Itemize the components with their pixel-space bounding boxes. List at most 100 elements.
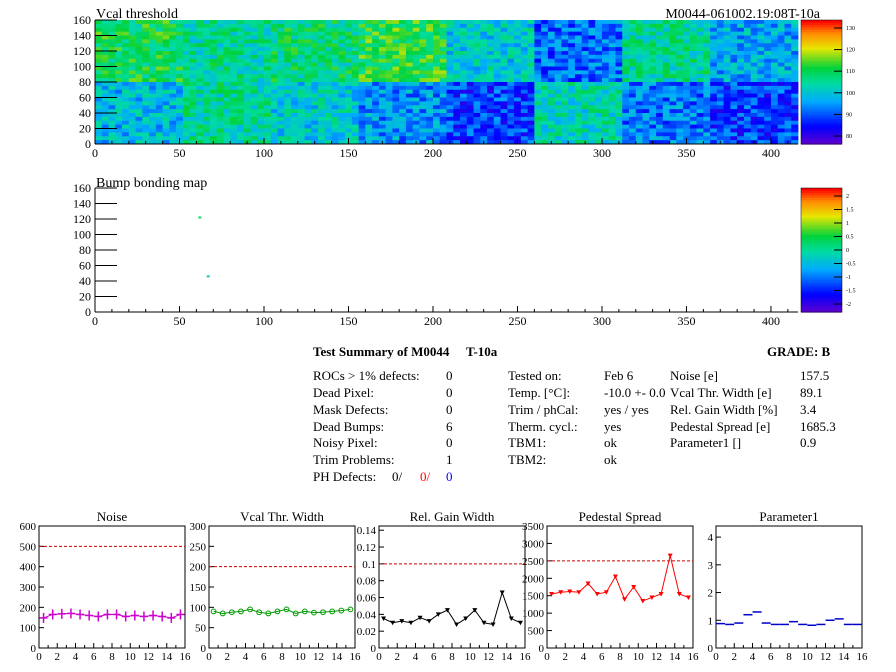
heat-cell — [574, 39, 583, 44]
heat-cell — [439, 43, 447, 48]
heat-cell — [122, 113, 130, 118]
heat-cell — [487, 62, 495, 67]
heat-cell — [128, 74, 136, 79]
heat-cell — [629, 70, 637, 75]
heat-cell — [507, 116, 515, 122]
heat-cell — [419, 54, 427, 60]
heat-cell — [683, 20, 691, 25]
heat-cell — [507, 120, 515, 126]
heat-cell — [696, 39, 704, 44]
metric-label: Parameter1 [] — [670, 435, 742, 450]
heat-cell — [304, 66, 312, 71]
heat-cell — [453, 140, 461, 145]
heat-cell — [656, 140, 664, 145]
heat-cell — [196, 20, 204, 25]
heat-cell — [108, 66, 116, 71]
heat-cell — [473, 89, 481, 95]
heat-cell — [155, 85, 163, 91]
heat-cell — [216, 97, 224, 102]
heat-cell — [250, 97, 258, 102]
heat-cell — [101, 58, 109, 64]
heat-cell — [723, 109, 731, 114]
heat-cell — [554, 97, 562, 102]
heat-cell — [182, 132, 191, 137]
heat-cell — [784, 132, 792, 137]
heat-cell — [182, 140, 191, 145]
heat-cell — [135, 136, 143, 141]
heat-cell — [784, 101, 792, 106]
heat-cell — [115, 109, 123, 114]
heat-cell — [270, 82, 278, 87]
heat-cell — [122, 66, 130, 71]
heat-cell — [284, 82, 292, 87]
heat-cell — [520, 97, 529, 102]
heat-cell — [149, 35, 157, 40]
heat-cell — [426, 120, 434, 126]
heat-cell — [216, 35, 224, 40]
heat-cell — [730, 120, 738, 126]
x-tick-label: 14 — [669, 651, 681, 663]
heat-cell — [101, 43, 109, 48]
x-tick-label: 12 — [143, 651, 154, 663]
heat-cell — [277, 31, 285, 36]
heat-cell — [656, 124, 664, 129]
heat-cell — [710, 43, 718, 48]
heat-cell — [460, 27, 468, 33]
heat-cell — [757, 62, 765, 67]
heat-cell — [392, 70, 400, 75]
heat-cell — [95, 39, 103, 44]
heat-cell — [689, 140, 698, 145]
heat-cell — [784, 31, 792, 36]
heat-cell — [676, 78, 684, 83]
heat-cell — [777, 140, 785, 145]
heat-cell — [791, 120, 799, 126]
heat-cell — [142, 89, 150, 95]
heat-cell — [419, 105, 427, 110]
bump-scale-band — [801, 284, 842, 288]
heat-cell — [764, 20, 772, 25]
x-tick-label: 8 — [449, 651, 455, 663]
heat-cell — [203, 109, 211, 114]
heat-cell — [324, 27, 332, 33]
heat-cell — [743, 39, 752, 44]
heat-cell — [291, 78, 299, 83]
heat-cell — [466, 70, 474, 75]
heat-cell — [297, 23, 305, 29]
heat-cell — [426, 101, 434, 106]
heat-cell — [547, 31, 556, 36]
heat-cell — [635, 128, 643, 133]
heat-cell — [568, 78, 576, 83]
heat-cell — [405, 109, 414, 114]
heat-cell — [142, 39, 150, 44]
heat-cell — [128, 124, 136, 129]
heat-cell — [108, 109, 116, 114]
heat-cell — [507, 27, 515, 33]
heat-cell — [304, 132, 312, 137]
heat-cell — [101, 128, 109, 133]
heat-cell — [122, 124, 130, 129]
heat-cell — [426, 132, 434, 137]
heat-cell — [318, 35, 326, 40]
data-point — [311, 609, 317, 616]
heat-cell — [466, 74, 474, 79]
heat-cell — [182, 31, 191, 36]
heat-cell — [209, 89, 218, 95]
heat-cell — [189, 20, 197, 25]
defect-label: Mask Defects: — [313, 402, 389, 417]
heat-cell — [108, 128, 116, 133]
heat-cell — [784, 70, 792, 75]
condition-label: TBM2: — [508, 452, 547, 467]
heat-cell — [419, 47, 427, 52]
heat-cell — [507, 140, 515, 145]
x-tick-label: 12 — [483, 651, 494, 663]
x-tick-label: 16 — [857, 651, 869, 663]
heat-cell — [122, 20, 130, 25]
heat-cell — [676, 132, 684, 137]
bump-scale-band — [801, 200, 842, 204]
heat-cell — [318, 85, 326, 91]
heat-cell — [412, 128, 420, 133]
heat-cell — [372, 128, 380, 133]
heat-cell — [291, 23, 299, 29]
heat-cell — [723, 128, 731, 133]
heat-cell — [656, 78, 664, 83]
